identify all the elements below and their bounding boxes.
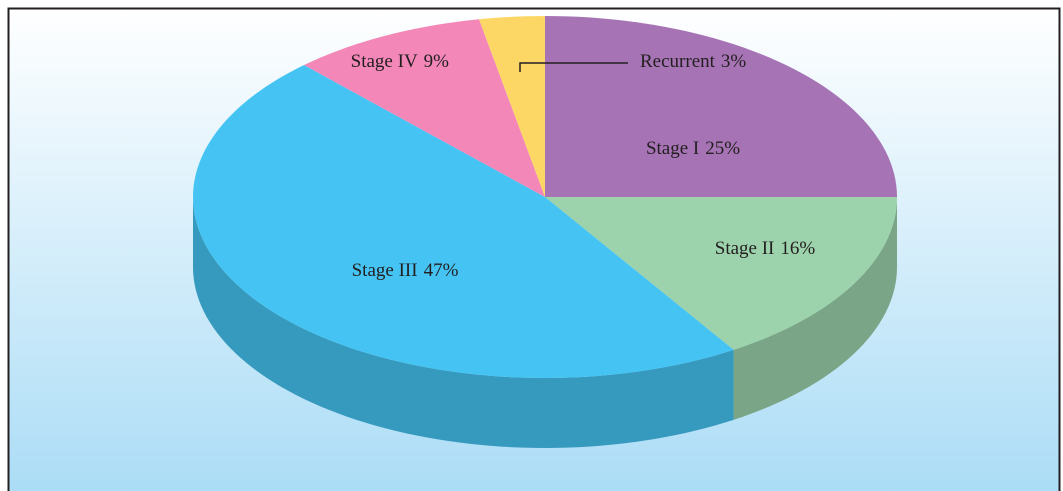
slice-label: Stage I 25%: [646, 138, 740, 159]
slice-value-label: 9%: [424, 51, 450, 72]
slice-side: [733, 197, 897, 420]
slice-label: Stage III 47%: [352, 260, 459, 281]
slice-labels: Stage I 25%Stage II 16%Stage III 47%Stage I…: [351, 51, 816, 281]
slice-category: Stage II: [715, 238, 775, 259]
slice-label: Stage II 16%: [715, 238, 816, 259]
slice-label: Stage IV 9%: [351, 51, 450, 72]
pie-slice: [479, 16, 545, 197]
slice-value-label: 16%: [780, 238, 815, 259]
pie-tops: [193, 16, 897, 378]
slice-value-label: 3%: [721, 51, 747, 72]
slice-side: [193, 197, 734, 448]
pie-slice: [193, 65, 734, 378]
pie-slice: [545, 197, 897, 350]
pie-sides: [193, 197, 897, 448]
slice-category: Recurrent: [640, 51, 716, 72]
slice-value-label: 47%: [424, 260, 459, 281]
slice-value-label: 25%: [705, 138, 740, 159]
pie-slice: [304, 19, 545, 198]
slice-category: Stage I: [646, 138, 699, 159]
pie-slice: [545, 16, 897, 197]
slice-category: Stage IV: [351, 51, 418, 72]
leader-line: [519, 62, 628, 72]
slice-label: Recurrent 3%: [640, 51, 746, 72]
slice-category: Stage III: [352, 260, 418, 281]
